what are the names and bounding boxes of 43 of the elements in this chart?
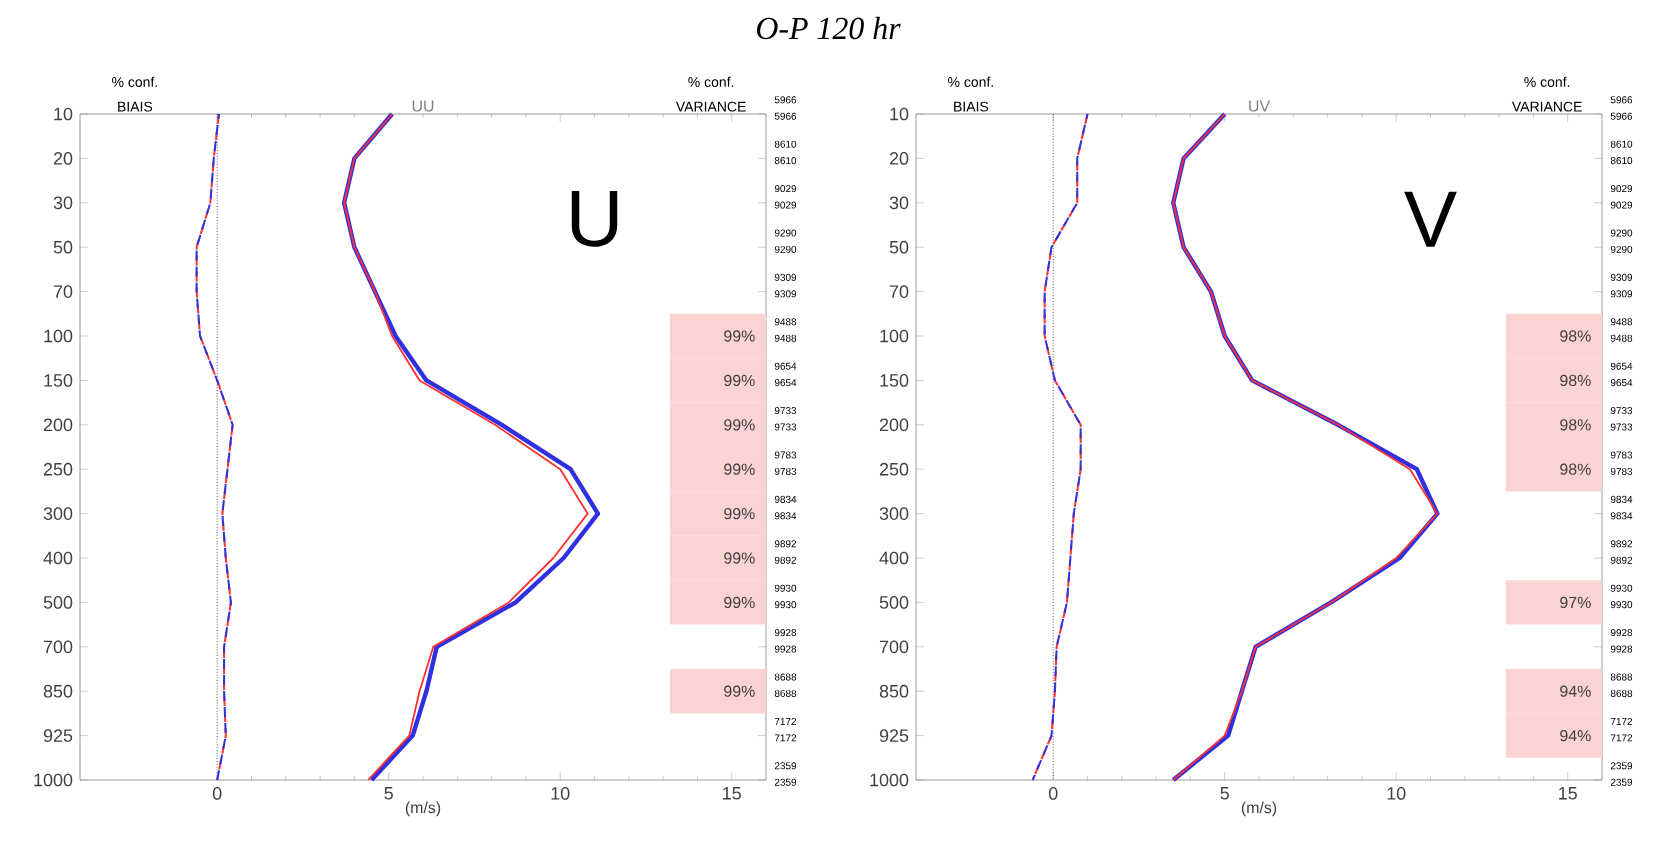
y-tick-label: 925 [879, 729, 909, 742]
y-tick-label: 10 [54, 107, 73, 121]
y-tick-label: 500 [43, 596, 73, 609]
y-tick-label: 700 [43, 640, 73, 654]
y-tick-label: 1000 [34, 773, 73, 787]
y-tick-label: 100 [880, 329, 909, 343]
y-tick-label: 1000 [870, 773, 909, 787]
y-tick-label: 200 [879, 418, 909, 432]
y-tick-label: 850 [879, 684, 909, 698]
y-tick-label: 925 [43, 729, 73, 742]
y-tick-label: 400 [43, 551, 73, 565]
x-tick-label: 0 [212, 787, 222, 800]
y-tick-label: 500 [879, 596, 909, 609]
y-tick-label: 30 [53, 196, 73, 210]
x-tick-label: 5 [384, 787, 393, 800]
y-tick-label: 850 [43, 684, 73, 698]
y-tick-label: 50 [53, 240, 73, 254]
y-tick-label: 300 [43, 507, 73, 520]
y-tick-label: 200 [43, 418, 73, 432]
y-tick-label: 150 [880, 374, 909, 387]
x-tick-label: 15 [723, 787, 741, 800]
y-tick-label: 700 [879, 640, 909, 654]
y-tick-label: 100 [44, 329, 73, 343]
y-tick-label: 70 [889, 285, 909, 298]
y-tick-label: 10 [890, 107, 909, 121]
y-tick-label: 30 [889, 196, 909, 210]
y-tick-label: 70 [53, 285, 73, 298]
y-tick-label: 20 [889, 152, 909, 165]
x-tick-label: 15 [1559, 787, 1577, 800]
x-tick-label: 10 [1387, 787, 1406, 800]
y-tick-label: 400 [879, 551, 909, 565]
chart-title: O-P 120 hr [756, 16, 901, 40]
annotation: V [1404, 191, 1457, 247]
x-tick-label: 0 [1048, 787, 1058, 800]
y-tick-label: 150 [44, 374, 73, 387]
y-tick-label: 250 [879, 462, 909, 476]
y-tick-label: 300 [879, 507, 909, 520]
y-tick-label: 50 [889, 240, 909, 254]
y-tick-label: 250 [43, 462, 73, 476]
x-tick-label: 10 [551, 787, 570, 800]
annotation: U [571, 190, 618, 247]
x-tick-label: 5 [1220, 787, 1229, 800]
y-tick-label: 20 [53, 152, 73, 165]
